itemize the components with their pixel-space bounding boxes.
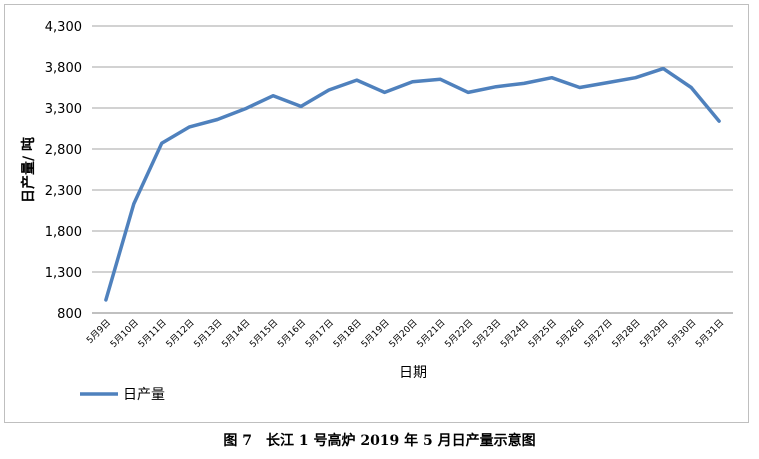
legend: 日产量: [80, 387, 165, 403]
y-tick-label: 1,300: [45, 266, 82, 281]
y-tick-labels: 800 1,300 1,800 2,300 2,800 3,300 3,800 4,300: [45, 20, 82, 322]
y-tick-label: 3,300: [45, 102, 82, 117]
y-tick-label: 2,300: [45, 184, 82, 199]
x-tick-label: 5月15日: [248, 317, 281, 350]
x-tick-label: 5月18日: [331, 317, 364, 350]
x-tick-label: 5月13日: [192, 317, 225, 350]
x-tick-label: 5月24日: [498, 317, 531, 350]
x-tick-label: 5月17日: [303, 317, 336, 350]
x-tick-label: 5月10日: [108, 317, 141, 350]
x-tick-label: 5月29日: [638, 317, 671, 350]
x-tick-label: 5月16日: [275, 317, 308, 350]
y-tick-label: 2,800: [45, 143, 82, 158]
x-tick-label: 5月12日: [164, 317, 197, 350]
x-tick-label: 5月20日: [387, 317, 420, 350]
grid-lines: [92, 25, 733, 314]
chart-frame: [4, 4, 749, 423]
y-tick-label: 800: [57, 307, 82, 322]
x-tick-label: 5月31日: [694, 317, 727, 350]
line-chart: 800 1,300 1,800 2,300 2,800 3,300 3,800 4,300 5…: [20, 20, 733, 403]
x-tick-labels: 5月9日5月10日5月11日5月12日5月13日5月14日5月15日5月16日5…: [84, 317, 726, 350]
series-lines: [104, 66, 721, 302]
y-axis-label: 日产量/ 吨: [20, 137, 37, 203]
x-tick-label: 5月14日: [220, 317, 253, 350]
x-tick-label: 5月22日: [443, 317, 476, 350]
legend-label: 日产量: [123, 387, 165, 403]
x-axis-label: 日期: [399, 365, 427, 381]
x-tick-label: 5月21日: [415, 317, 448, 350]
y-tick-label: 1,800: [45, 225, 82, 240]
figure-caption: 图 7 长江 1 号高炉 2019 年 5 月日产量示意图: [223, 433, 536, 449]
x-tick-label: 5月9日: [84, 317, 113, 346]
y-tick-label: 4,300: [45, 20, 82, 35]
x-tick-label: 5月25日: [526, 317, 559, 350]
x-tick-label: 5月30日: [666, 317, 699, 350]
x-tick-label: 5月11日: [136, 317, 169, 350]
x-tick-label: 5月28日: [610, 317, 643, 350]
x-tick-label: 5月26日: [554, 317, 587, 350]
x-tick-label: 5月23日: [471, 317, 504, 350]
y-tick-label: 3,800: [45, 61, 82, 76]
x-tick-label: 5月27日: [582, 317, 615, 350]
series-line: [104, 66, 721, 302]
x-tick-label: 5月19日: [359, 317, 392, 350]
